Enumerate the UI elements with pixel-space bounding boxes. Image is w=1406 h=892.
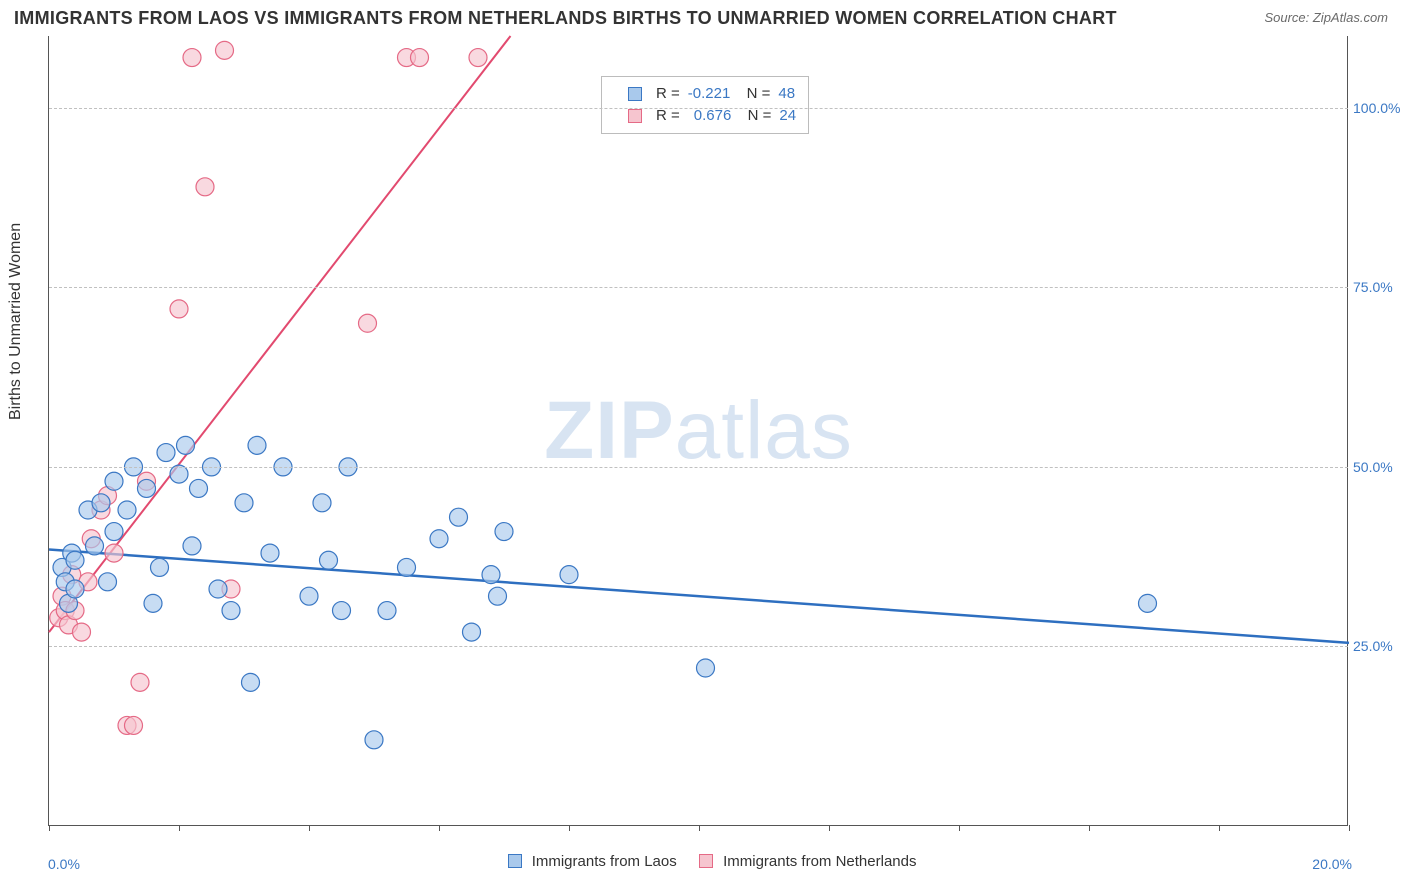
point-laos xyxy=(118,501,136,519)
gridline-h xyxy=(49,108,1348,109)
x-tick xyxy=(699,825,700,831)
point-laos xyxy=(92,494,110,512)
x-tick xyxy=(959,825,960,831)
chart-plot-area: ZIPatlas R = -0.221 N = 48 R = 0.676 N =… xyxy=(48,36,1348,826)
point-netherlands xyxy=(170,300,188,318)
point-laos xyxy=(560,566,578,584)
point-laos xyxy=(157,444,175,462)
point-laos xyxy=(66,580,84,598)
legend-swatch-pink-icon xyxy=(699,854,713,868)
point-laos xyxy=(463,623,481,641)
y-tick-label: 100.0% xyxy=(1353,100,1406,116)
point-laos xyxy=(430,530,448,548)
point-laos xyxy=(333,602,351,620)
legend-label-laos: Immigrants from Laos xyxy=(532,853,677,870)
point-netherlands xyxy=(73,623,91,641)
y-axis-label: Births to Unmarried Women xyxy=(7,223,25,420)
chart-title: IMMIGRANTS FROM LAOS VS IMMIGRANTS FROM … xyxy=(14,8,1117,29)
point-netherlands xyxy=(469,49,487,67)
gridline-h xyxy=(49,646,1348,647)
point-laos xyxy=(495,523,513,541)
stats-row-laos: R = -0.221 N = 48 xyxy=(610,83,796,105)
point-laos xyxy=(489,587,507,605)
point-laos xyxy=(138,479,156,497)
point-laos xyxy=(86,537,104,555)
point-laos xyxy=(482,566,500,584)
point-laos xyxy=(209,580,227,598)
point-laos xyxy=(66,551,84,569)
point-laos xyxy=(365,731,383,749)
point-laos xyxy=(697,659,715,677)
x-tick xyxy=(179,825,180,831)
y-tick-label: 25.0% xyxy=(1353,638,1406,654)
point-laos xyxy=(177,436,195,454)
x-tick xyxy=(439,825,440,831)
source-label: Source: ZipAtlas.com xyxy=(1264,10,1388,25)
point-laos xyxy=(183,537,201,555)
point-netherlands xyxy=(131,673,149,691)
point-netherlands xyxy=(183,49,201,67)
point-laos xyxy=(105,472,123,490)
point-netherlands xyxy=(216,41,234,59)
gridline-h xyxy=(49,467,1348,468)
swatch-blue-icon xyxy=(628,87,642,101)
point-laos xyxy=(300,587,318,605)
x-tick xyxy=(829,825,830,831)
point-netherlands xyxy=(196,178,214,196)
point-laos xyxy=(320,551,338,569)
point-laos xyxy=(398,558,416,576)
point-laos xyxy=(1139,594,1157,612)
point-laos xyxy=(378,602,396,620)
x-tick xyxy=(49,825,50,831)
gridline-h xyxy=(49,287,1348,288)
point-netherlands xyxy=(411,49,429,67)
point-laos xyxy=(242,673,260,691)
point-laos xyxy=(151,558,169,576)
x-tick xyxy=(1089,825,1090,831)
point-laos xyxy=(222,602,240,620)
stats-legend-box: R = -0.221 N = 48 R = 0.676 N = 24 xyxy=(601,76,809,134)
point-laos xyxy=(190,479,208,497)
point-laos xyxy=(235,494,253,512)
legend-label-netherlands: Immigrants from Netherlands xyxy=(723,853,916,870)
scatter-svg xyxy=(49,36,1348,825)
point-laos xyxy=(99,573,117,591)
x-tick xyxy=(309,825,310,831)
y-tick-label: 75.0% xyxy=(1353,279,1406,295)
point-laos xyxy=(105,523,123,541)
point-netherlands xyxy=(105,544,123,562)
x-tick xyxy=(1219,825,1220,831)
x-tick xyxy=(569,825,570,831)
trend-line-laos xyxy=(49,550,1349,643)
point-laos xyxy=(261,544,279,562)
point-laos xyxy=(450,508,468,526)
point-netherlands xyxy=(125,716,143,734)
swatch-pink-icon xyxy=(628,109,642,123)
legend-swatch-blue-icon xyxy=(508,854,522,868)
point-laos xyxy=(144,594,162,612)
point-laos xyxy=(313,494,331,512)
bottom-legend: Immigrants from Laos Immigrants from Net… xyxy=(0,853,1406,870)
x-tick xyxy=(1349,825,1350,831)
point-laos xyxy=(248,436,266,454)
point-netherlands xyxy=(359,314,377,332)
y-tick-label: 50.0% xyxy=(1353,459,1406,475)
